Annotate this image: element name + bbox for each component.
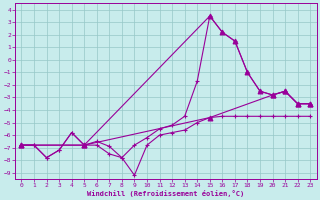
- X-axis label: Windchill (Refroidissement éolien,°C): Windchill (Refroidissement éolien,°C): [87, 190, 244, 197]
